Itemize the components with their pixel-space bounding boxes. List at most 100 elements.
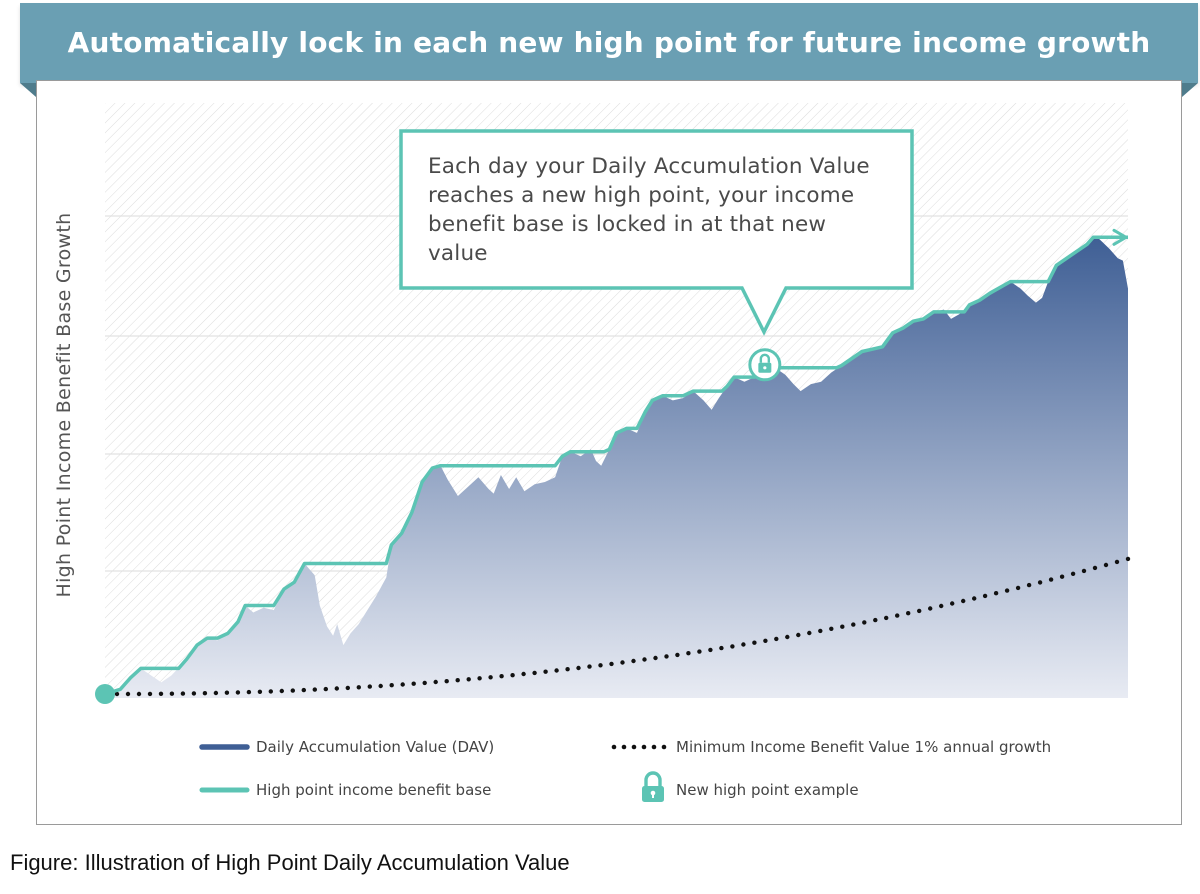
- min-value-dot: [323, 686, 328, 692]
- min-value-dot: [279, 688, 284, 694]
- min-value-dot: [114, 691, 120, 697]
- min-value-dot: [972, 596, 977, 601]
- min-value-dot: [1092, 565, 1098, 571]
- min-value-dot: [741, 642, 746, 647]
- min-value-dot: [653, 655, 658, 661]
- min-value-dot: [950, 601, 955, 606]
- min-value-dot: [213, 690, 219, 696]
- high-point-line: [104, 235, 1128, 696]
- min-value-dot: [169, 691, 175, 696]
- min-value-dot: [1125, 556, 1131, 562]
- min-value-dot: [587, 664, 592, 669]
- min-value-dot: [554, 668, 559, 673]
- min-value-dot: [982, 593, 988, 599]
- min-value-dot: [939, 603, 944, 609]
- min-value-dot: [829, 626, 834, 631]
- min-value-dot: [1114, 559, 1120, 565]
- min-value-dot: [543, 669, 548, 674]
- min-value-dot: [301, 687, 306, 693]
- min-value-dot: [466, 677, 471, 682]
- min-value-dot: [631, 658, 636, 664]
- min-value-dot: [1048, 577, 1054, 582]
- min-value-dot: [785, 634, 790, 640]
- min-value-dot: [1004, 588, 1010, 593]
- min-value-dot: [345, 685, 350, 691]
- min-value-dot: [1026, 582, 1032, 588]
- min-value-dot: [796, 632, 801, 638]
- min-value-dot: [1103, 562, 1109, 568]
- min-value-dot: [697, 649, 702, 654]
- lock-icon: [748, 348, 782, 382]
- legend-dav-label: Daily Accumulation Value (DAV): [256, 738, 495, 756]
- min-value-dot: [180, 691, 186, 696]
- min-value-dot: [367, 684, 372, 689]
- min-value-dot: [565, 667, 570, 672]
- min-value-dot: [1015, 585, 1021, 591]
- min-value-dot: [1081, 568, 1087, 574]
- legend-high-point-label: High point income benefit base: [256, 781, 492, 799]
- min-value-dot: [433, 679, 438, 685]
- min-value-dot: [1037, 580, 1043, 585]
- dav-area: [105, 237, 1128, 699]
- min-value-dot: [136, 691, 142, 697]
- banner-fold-right: [1182, 83, 1198, 97]
- min-value-dot: [1059, 574, 1065, 579]
- min-value-dot: [730, 644, 735, 649]
- min-value-dot: [455, 678, 460, 683]
- min-value-dot: [356, 685, 361, 690]
- min-value-dot: [906, 611, 911, 616]
- min-value-dot: [257, 689, 263, 694]
- min-value-dot: [884, 615, 889, 621]
- legend-minimum-swatch: [611, 744, 667, 750]
- min-value-dot: [686, 651, 691, 656]
- min-value-dot: [708, 647, 713, 653]
- min-value-dot: [664, 654, 669, 659]
- min-value-dot: [609, 661, 614, 667]
- min-value-dot: [917, 608, 922, 614]
- min-value-dot: [576, 665, 581, 671]
- min-value-dot: [752, 640, 757, 645]
- min-value-dot: [510, 673, 515, 678]
- figure-caption: Figure: Illustration of High Point Daily…: [10, 850, 570, 875]
- start-point-marker: [95, 684, 115, 704]
- min-value-dot: [488, 675, 493, 680]
- min-value-dot: [532, 670, 537, 676]
- legend-lock-icon: [642, 771, 664, 802]
- min-value-dot: [268, 689, 273, 694]
- min-value-dot: [444, 679, 449, 684]
- minimum-value-dotted-line: [114, 556, 1131, 697]
- min-value-dot: [895, 613, 900, 618]
- min-value-dot: [807, 630, 812, 636]
- min-value-dot: [993, 591, 999, 596]
- min-value-dot: [334, 686, 339, 691]
- min-value-dot: [147, 691, 153, 697]
- min-value-dot: [378, 683, 383, 689]
- min-value-dot: [642, 657, 647, 662]
- legend-lock-label: New high point example: [676, 781, 859, 799]
- min-value-dot: [422, 680, 427, 686]
- min-value-dot: [862, 620, 867, 625]
- min-value-dot: [290, 688, 295, 693]
- min-value-dot: [873, 617, 878, 623]
- min-value-dot: [1070, 571, 1076, 576]
- min-value-dot: [675, 652, 680, 658]
- min-value-dot: [158, 691, 164, 696]
- min-value-dot: [312, 687, 317, 692]
- min-value-dot: [224, 690, 230, 695]
- min-value-dot: [774, 636, 779, 642]
- min-value-dot: [598, 663, 603, 668]
- callout-text: Each day your Daily Accumulation Value r…: [428, 154, 870, 266]
- min-value-dot: [235, 690, 241, 695]
- title-banner: Automatically lock in each new high poin…: [20, 3, 1198, 83]
- min-value-dot: [411, 681, 416, 686]
- min-value-dot: [719, 645, 724, 651]
- min-value-dot: [763, 638, 768, 643]
- min-value-dot: [389, 683, 394, 688]
- min-value-dot: [620, 660, 625, 665]
- banner-fold-left: [20, 83, 36, 97]
- min-value-dot: [477, 676, 482, 681]
- min-value-dot: [840, 624, 845, 629]
- min-value-dot: [499, 674, 504, 679]
- min-value-dot: [191, 691, 197, 696]
